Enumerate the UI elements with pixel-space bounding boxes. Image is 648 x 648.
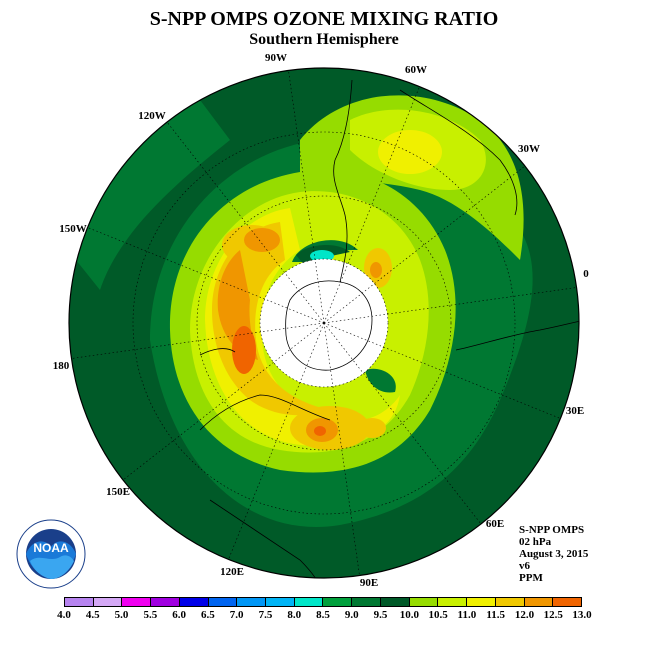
colorbar-tick-label: 12.5 [543, 609, 563, 621]
longitude-label: 30W [518, 143, 540, 155]
colorbar-tick-label: 13.0 [572, 609, 592, 621]
meridian-line [323, 322, 360, 576]
colorbar-bin [65, 598, 94, 606]
colorbar-bin [179, 598, 209, 606]
map-boundary [68, 67, 580, 579]
longitude-label: 60W [405, 64, 427, 76]
map-title: S-NPP OMPS OZONE MIXING RATIO [149, 8, 499, 30]
meridian-line [323, 287, 577, 324]
colorbar-tick-label: 10.0 [399, 609, 419, 621]
colorbar-bin [208, 598, 238, 606]
meridian-line [87, 227, 325, 324]
colorbar-tick-label: 5.0 [114, 609, 129, 621]
colorbar-bin [352, 598, 381, 606]
colorbar-tick-label: 11.0 [457, 609, 477, 621]
logo-text: NOAA [33, 541, 69, 555]
longitude-label: 0 [583, 268, 589, 280]
colorbar-bin [237, 598, 267, 606]
meridian-line [323, 86, 420, 324]
colorbar-bin [495, 598, 525, 606]
colorbar-tick-label: 11.5 [486, 609, 505, 621]
meridian-line [323, 165, 526, 324]
colorbar-tick-label: 12.0 [514, 609, 535, 621]
info-unit: PPM [519, 572, 543, 584]
meridian-line [323, 322, 482, 525]
longitude-label: 180 [53, 360, 70, 372]
noaa-logo: NOAA [16, 519, 86, 589]
colorbar-tick-label: 8.5 [316, 609, 330, 621]
meridian-line [71, 322, 325, 359]
colorbar-tick-label: 8.0 [287, 609, 302, 621]
meridian-line [122, 322, 325, 481]
colorbar-bin [151, 598, 180, 606]
info-date: August 3, 2015 [519, 548, 589, 560]
longitude-label: 120E [220, 566, 244, 578]
colorbar-tick-label: 5.5 [143, 609, 158, 621]
colorbar-tick-label: 4.0 [57, 609, 71, 621]
colorbar-bin [467, 598, 496, 606]
map-subtitle: Southern Hemisphere [249, 31, 399, 48]
colorbar-bin [122, 598, 152, 606]
info-block: S-NPP OMPS 02 hPa August 3, 2015 v6 PPM [519, 524, 588, 584]
colorbar-bin [409, 598, 439, 606]
colorbar-bin [380, 598, 410, 606]
longitude-label: 150W [59, 223, 87, 235]
longitude-label: 150E [106, 486, 130, 498]
meridian-line [288, 70, 325, 324]
info-version: v6 [519, 560, 530, 572]
colorbar-tick-label: 4.5 [85, 609, 100, 621]
colorbar-tick-label: 9.5 [373, 609, 388, 621]
colorbar-tick-label: 9.0 [344, 609, 359, 621]
colorbar-bin [323, 598, 353, 606]
colorbar-tick-label: 6.0 [172, 609, 186, 621]
info-level: 02 hPa [519, 536, 552, 548]
colorbar-tick-label: 7.5 [258, 609, 273, 621]
colorbar-tick-label: 10.5 [428, 609, 448, 621]
ozone-field [69, 68, 579, 578]
colorbar-bin [524, 598, 554, 606]
meridian-line [228, 322, 325, 560]
longitude-label: 90E [360, 577, 378, 589]
colorbar-bin [294, 598, 324, 606]
colorbar-ticks: 4.0 4.5 5.0 5.5 6.0 6.5 7.0 7.5 8.0 8.5 9.0 9.5 10.0… [57, 609, 592, 623]
colorbar-bin [93, 598, 123, 606]
colorbar-tick-label: 7.0 [229, 609, 244, 621]
colorbar-bin [266, 598, 295, 606]
info-instrument: S-NPP OMPS [519, 524, 585, 536]
colorbar [64, 597, 582, 607]
longitude-label: 60E [486, 518, 504, 530]
longitude-label: 90W [265, 52, 287, 64]
colorbar-bin [438, 598, 468, 606]
longitude-label: 30E [566, 405, 584, 417]
colorbar-bin [553, 598, 581, 606]
meridian-line [166, 121, 325, 324]
longitude-label: 120W [138, 110, 166, 122]
colorbar-tick-label: 6.5 [201, 609, 215, 621]
meridian-line [323, 322, 561, 419]
